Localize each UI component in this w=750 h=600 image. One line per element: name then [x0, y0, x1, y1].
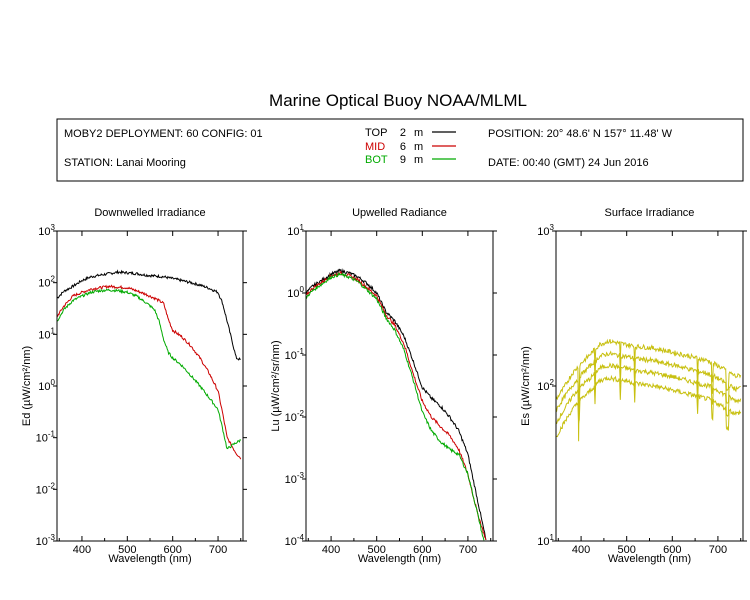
- series-line-bot: [57, 288, 242, 450]
- charts: Downwelled Irradiance 400 500 600 700 10-3 10-…: [21, 207, 747, 565]
- x-tick-label: 400: [73, 544, 91, 556]
- date-text: DATE: 00:40 (GMT) 24 Jun 2016: [488, 157, 649, 169]
- y-axis-label: Es (µW/cm²/nm): [520, 346, 532, 426]
- y-tick-label: 10-1: [285, 347, 305, 362]
- chart-title: Upwelled Radiance: [352, 207, 447, 219]
- series-line-es1: [556, 338, 742, 442]
- series-line-es2: [556, 350, 741, 413]
- legend-depth: 6: [400, 141, 406, 153]
- y-axis-label: Ed (µW/cm²/nm): [21, 346, 33, 426]
- chart-title: Surface Irradiance: [605, 207, 695, 219]
- chart-panel-2: Upwelled Radiance 400 500 600 700 10-4 10-3 10-…: [270, 207, 497, 565]
- x-axis-label: Wavelength (nm): [108, 553, 191, 565]
- legend-depth: 2: [400, 127, 406, 139]
- y-tick-label: 10-1: [36, 430, 56, 445]
- y-tick-label: 102: [537, 378, 554, 393]
- x-tick-label: 600: [164, 544, 182, 556]
- x-tick-label: 500: [368, 544, 386, 556]
- y-tick-label: 101: [287, 223, 304, 238]
- station-text: STATION: Lanai Mooring: [64, 157, 186, 169]
- legend-name-top: TOP: [365, 127, 387, 139]
- info-box: [56, 118, 744, 182]
- x-tick-label: 600: [663, 544, 681, 556]
- series-line-mid: [306, 271, 487, 541]
- y-tick-label: 100: [38, 378, 55, 393]
- series-line-top: [306, 268, 487, 540]
- series-group: [556, 338, 742, 442]
- legend-unit: m: [414, 127, 423, 139]
- series-group: [306, 268, 487, 541]
- deployment-text: MOBY2 DEPLOYMENT: 60 CONFIG: 01: [64, 128, 263, 140]
- y-tick-label: 103: [38, 223, 55, 238]
- x-tick-label: 400: [322, 544, 340, 556]
- x-tick-label: 500: [118, 544, 136, 556]
- legend-name-bot: BOT: [365, 154, 388, 166]
- x-axis-label: Wavelength (nm): [358, 553, 441, 565]
- x-axis-label: Wavelength (nm): [608, 553, 691, 565]
- chart-panel-1: Downwelled Irradiance 400 500 600 700 10-3 10-…: [21, 207, 247, 565]
- y-tick-label: 10-2: [285, 409, 305, 424]
- legend-unit: m: [414, 154, 423, 166]
- y-tick-label: 10-3: [36, 533, 56, 548]
- position-text: POSITION: 20° 48.6' N 157° 11.48' W: [488, 128, 673, 140]
- x-tick-label: 700: [459, 544, 477, 556]
- chart-panel-3: Surface Irradiance 400 500 600 700 101 102 103 W…: [520, 207, 747, 565]
- y-tick-label: 100: [287, 285, 304, 300]
- legend-depth: 9: [400, 154, 406, 166]
- series-line-es4: [556, 374, 742, 438]
- x-tick-label: 400: [572, 544, 590, 556]
- y-axis-label: Lu (µW/cm²/sr/nm): [270, 340, 282, 431]
- x-tick-label: 600: [413, 544, 431, 556]
- x-tick-label: 700: [209, 544, 227, 556]
- y-tick-label: 101: [537, 533, 554, 548]
- y-tick-label: 103: [537, 223, 554, 238]
- y-tick-label: 101: [38, 326, 55, 341]
- y-tick-label: 10-4: [285, 533, 305, 548]
- series-line-top: [57, 269, 241, 361]
- series-line-bot: [306, 272, 485, 541]
- legend-unit: m: [414, 141, 423, 153]
- legend-name-mid: MID: [365, 141, 385, 153]
- page-title: Marine Optical Buoy NOAA/MLML: [269, 91, 527, 110]
- y-tick-label: 102: [38, 275, 55, 290]
- series-group: [57, 269, 242, 460]
- y-tick-label: 10-2: [36, 481, 56, 496]
- series-line-mid: [57, 284, 242, 460]
- x-tick-label: 500: [618, 544, 636, 556]
- series-line-es3: [556, 362, 742, 425]
- x-tick-label: 700: [709, 544, 727, 556]
- y-tick-label: 10-3: [285, 471, 305, 486]
- chart-title: Downwelled Irradiance: [94, 207, 205, 219]
